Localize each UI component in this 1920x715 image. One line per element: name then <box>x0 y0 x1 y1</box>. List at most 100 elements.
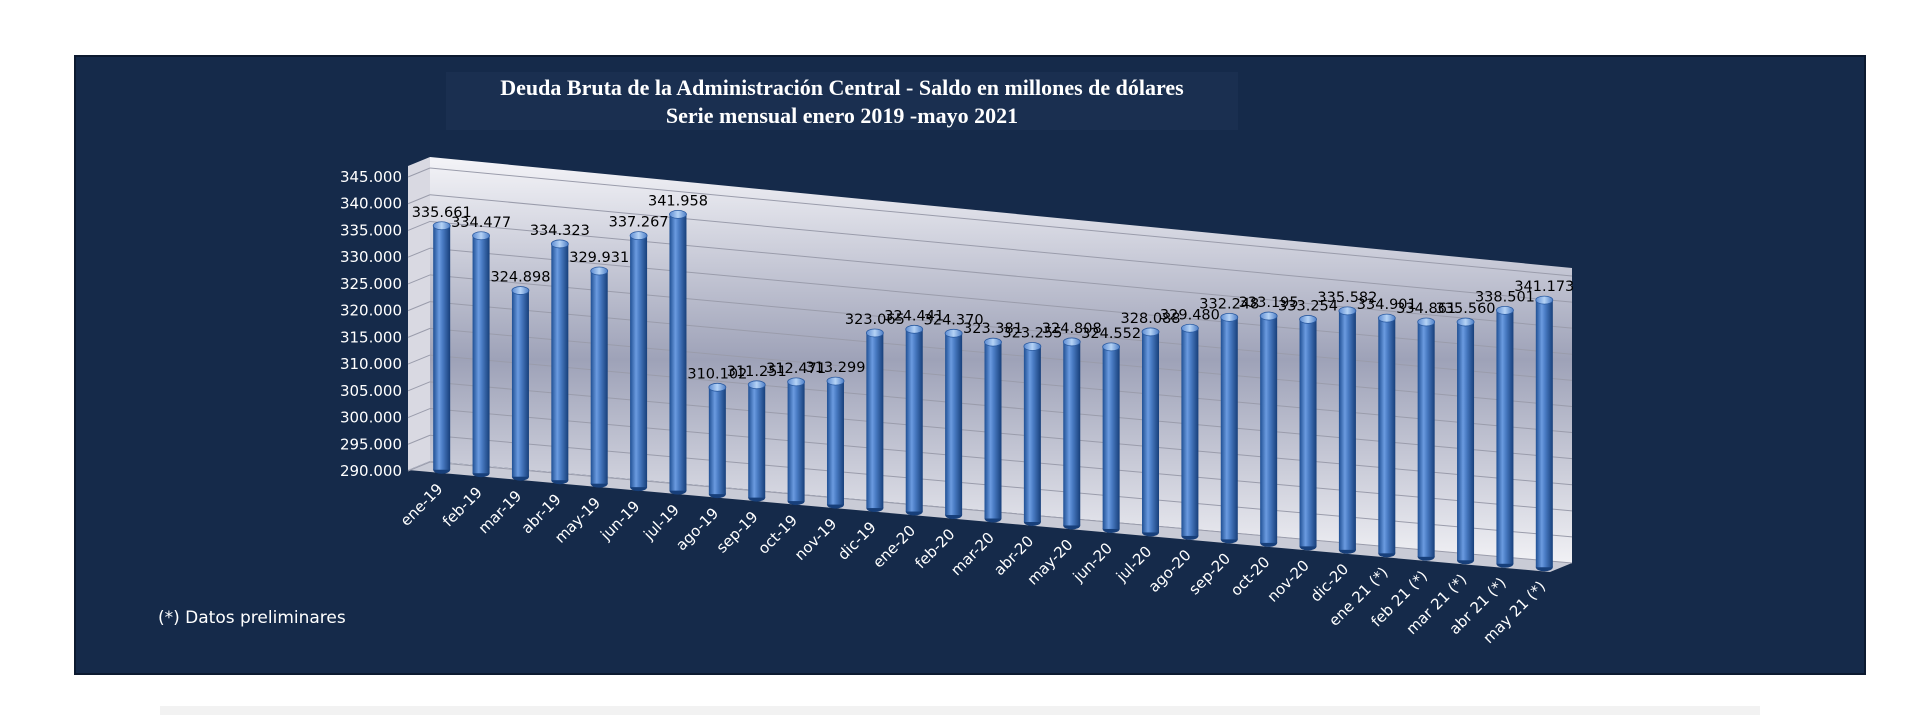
bar-top <box>1417 317 1436 327</box>
bar <box>1062 337 1081 530</box>
bar-top <box>787 377 806 387</box>
gridline <box>429 194 1573 303</box>
bar-top <box>1180 323 1199 333</box>
bar <box>511 286 530 481</box>
bar <box>1338 306 1357 554</box>
bar <box>1377 313 1396 558</box>
x-tick-label: ene-19 <box>397 480 447 530</box>
bar-body <box>1417 322 1435 557</box>
bar-body <box>708 387 726 495</box>
gridline-side <box>407 354 431 365</box>
bar-body <box>748 384 766 498</box>
bar-body <box>669 214 687 491</box>
gridline-side <box>407 194 431 205</box>
gridline-side <box>407 220 431 231</box>
bar-top <box>1377 313 1396 323</box>
data-label: 311.251 <box>727 364 787 380</box>
bar-body <box>1457 322 1475 561</box>
data-label: 334.323 <box>530 223 590 239</box>
bar <box>472 231 490 478</box>
page-bottom-strip <box>160 706 1760 715</box>
gridline-side <box>407 381 431 392</box>
data-label: 323.255 <box>1002 325 1062 341</box>
bar <box>944 328 963 520</box>
y-tick-label: 315.000 <box>340 328 402 346</box>
bar <box>1102 342 1121 533</box>
gridline-side <box>407 434 431 445</box>
bar <box>826 376 845 509</box>
chart-title-box: Deuda Bruta de la Administración Central… <box>446 72 1238 130</box>
bar <box>432 221 451 474</box>
bar-body <box>590 271 608 484</box>
bar-top <box>708 382 727 392</box>
bar <box>1456 317 1475 565</box>
bar <box>984 337 1002 523</box>
y-tick-label: 340.000 <box>340 195 402 213</box>
data-label: 335.582 <box>1317 290 1377 306</box>
bar-top <box>1141 327 1160 337</box>
data-label: 333.195 <box>1239 295 1299 311</box>
bar-body <box>630 235 648 488</box>
x-tick-label: jun-19 <box>596 497 643 544</box>
gridline-side <box>407 461 431 472</box>
gridline-side <box>407 274 431 285</box>
data-label: 334.477 <box>451 215 511 231</box>
y-tick-label: 305.000 <box>340 382 402 400</box>
bar <box>865 328 884 513</box>
y-tick-label: 345.000 <box>340 168 402 186</box>
bar-body <box>1142 331 1160 533</box>
data-label: 328.088 <box>1121 311 1181 327</box>
gridline-side <box>407 327 431 338</box>
gridline-side <box>407 247 431 258</box>
bar <box>590 266 609 488</box>
bar-top <box>1259 311 1278 321</box>
bar-top <box>1496 305 1514 315</box>
data-label: 337.267 <box>609 215 669 231</box>
data-label: 324.552 <box>1081 326 1141 342</box>
x-tick-label: jun-20 <box>1069 539 1116 586</box>
data-label: 341.958 <box>648 193 708 209</box>
gridline-side <box>407 408 431 419</box>
bar <box>669 209 687 495</box>
bar-top <box>1062 337 1081 347</box>
bar-body <box>1338 310 1356 550</box>
gridline <box>429 220 1573 329</box>
bar-top <box>1220 312 1239 322</box>
bar-top <box>984 337 1002 347</box>
bar <box>1220 312 1239 544</box>
bar-body <box>1220 317 1238 540</box>
bar <box>1259 311 1278 547</box>
bar-body <box>1260 316 1278 543</box>
bar-top <box>1102 342 1121 352</box>
bar-top <box>1456 317 1475 327</box>
data-label: 341.173 <box>1514 279 1574 295</box>
bar <box>550 239 569 485</box>
bar <box>1535 295 1554 572</box>
bar-top <box>1535 295 1554 305</box>
data-label: 334.861 <box>1396 301 1456 317</box>
data-label: 329.931 <box>569 250 629 266</box>
bar-top <box>826 376 845 386</box>
bar-top <box>1338 306 1357 316</box>
footnote: (*) Datos preliminares <box>158 608 346 628</box>
bar <box>1023 342 1042 526</box>
bar-top <box>944 328 963 338</box>
bar-top <box>669 209 687 219</box>
data-label: 310.102 <box>687 366 747 382</box>
bar-body <box>433 225 451 470</box>
gridline-side <box>407 167 431 178</box>
chart-title: Deuda Bruta de la Administración Central… <box>500 75 1184 100</box>
bar-body <box>826 381 844 505</box>
bar <box>1180 323 1199 540</box>
gridline-side <box>407 301 431 312</box>
bar-top <box>1023 342 1042 351</box>
data-label: 335.661 <box>412 205 472 221</box>
bar <box>1299 315 1317 551</box>
bar-body <box>1535 300 1553 568</box>
y-tick-label: 290.000 <box>340 462 402 480</box>
bar-top <box>590 266 609 276</box>
data-label: 323.381 <box>963 321 1023 337</box>
bar <box>629 231 648 492</box>
y-tick-label: 310.000 <box>340 355 402 373</box>
